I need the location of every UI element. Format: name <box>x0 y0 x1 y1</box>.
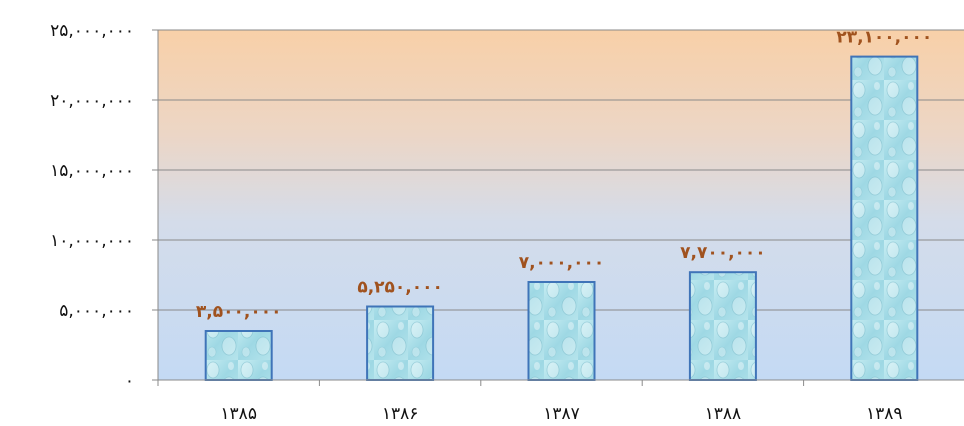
x-tick-label: ۱۳۸۹ <box>866 404 903 424</box>
y-axis-ticks: ۰ ۵,۰۰۰,۰۰۰ ۱۰,۰۰۰,۰۰۰ ۱۵,۰۰۰,۰۰۰ ۲۰,۰۰۰,۰۰۰… <box>50 21 158 391</box>
y-tick-label: ۰ <box>125 371 134 391</box>
bar <box>366 305 435 381</box>
x-tick-label: ۱۳۸۶ <box>382 404 419 424</box>
bars <box>204 55 919 382</box>
data-label: ۵,۲۵۰,۰۰۰ <box>357 278 443 298</box>
gridlines <box>158 29 964 311</box>
y-tick-label: ۲۰,۰۰۰,۰۰۰ <box>50 91 134 111</box>
x-tick-label: ۱۳۸۸ <box>705 404 742 424</box>
bar <box>204 330 273 381</box>
x-axis-ticks: ۱۳۸۵ ۱۳۸۶ ۱۳۸۷ ۱۳۸۸ ۱۳۸۹ <box>157 380 903 424</box>
data-label: ۷,۰۰۰,۰۰۰ <box>519 253 605 273</box>
data-label: ۷,۷۰۰,۰۰۰ <box>680 243 766 263</box>
x-tick-label: ۱۳۸۵ <box>220 404 257 424</box>
bar <box>850 55 919 381</box>
data-label: ۳,۵۰۰,۰۰۰ <box>196 302 282 322</box>
y-tick-label: ۵,۰۰۰,۰۰۰ <box>59 301 134 321</box>
data-label: ۲۳,۱۰۰,۰۰۰ <box>836 28 932 48</box>
y-tick-label: ۲۵,۰۰۰,۰۰۰ <box>50 21 134 41</box>
y-tick-label: ۱۰,۰۰۰,۰۰۰ <box>50 231 134 251</box>
data-labels: ۳,۵۰۰,۰۰۰ ۵,۲۵۰,۰۰۰ ۷,۰۰۰,۰۰۰ ۷,۷۰۰,۰۰۰ ۲۳,۱… <box>196 28 932 322</box>
bar <box>688 271 757 382</box>
bar <box>527 281 596 381</box>
x-tick-label: ۱۳۸۷ <box>543 404 580 424</box>
y-tick-label: ۱۵,۰۰۰,۰۰۰ <box>50 161 134 181</box>
